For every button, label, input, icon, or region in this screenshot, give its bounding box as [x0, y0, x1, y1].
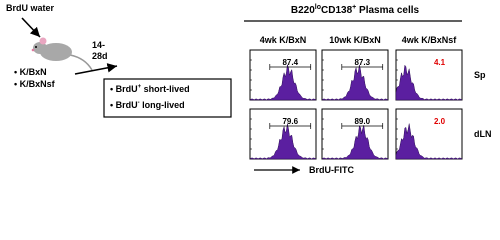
gate-value: 79.6: [282, 117, 298, 126]
time-label: 14-: [92, 40, 105, 50]
histogram: [321, 64, 389, 101]
histogram: [249, 64, 317, 101]
row-label: dLN: [474, 129, 492, 139]
water-label: BrdU water: [6, 3, 55, 13]
outcome: • BrdU- long-lived: [110, 100, 185, 110]
axis-label: BrdU-FITC: [309, 165, 354, 175]
figure: BrdU water • K/BxN • K/BxNsf 14- 28d • B…: [6, 3, 492, 175]
gate-value: 2.0: [434, 117, 446, 126]
histogram: [321, 124, 389, 160]
outcome-box: [103, 78, 232, 118]
strain: • K/BxN: [14, 67, 47, 77]
outcome: • BrdU+ short-lived: [110, 84, 190, 94]
column-header: 10wk K/BxN: [329, 35, 381, 45]
gate-value: 4.1: [434, 58, 446, 67]
gate-value: 87.4: [282, 58, 298, 67]
mouse-icon: [31, 37, 93, 71]
histogram-frame: [249, 49, 317, 101]
column-header: 4wk K/BxN: [260, 35, 307, 45]
gate-value: 89.0: [354, 117, 370, 126]
arrow: [74, 63, 118, 75]
panel-title: B220loCD138+ Plasma cells: [291, 4, 420, 16]
histogram: [395, 64, 463, 101]
gate-value: 87.3: [354, 58, 370, 67]
histogram: [249, 123, 317, 160]
arrow: [21, 17, 41, 38]
histogram-grid: 4wk K/BxN 10wk K/BxN 4wk K/BxNsf Sp dLN 87.4 8…: [249, 35, 492, 160]
time-label: 28d: [92, 51, 108, 61]
strain: • K/BxNsf: [14, 79, 56, 89]
row-label: Sp: [474, 70, 486, 80]
histogram: [395, 123, 463, 160]
column-header: 4wk K/BxNsf: [402, 35, 458, 45]
